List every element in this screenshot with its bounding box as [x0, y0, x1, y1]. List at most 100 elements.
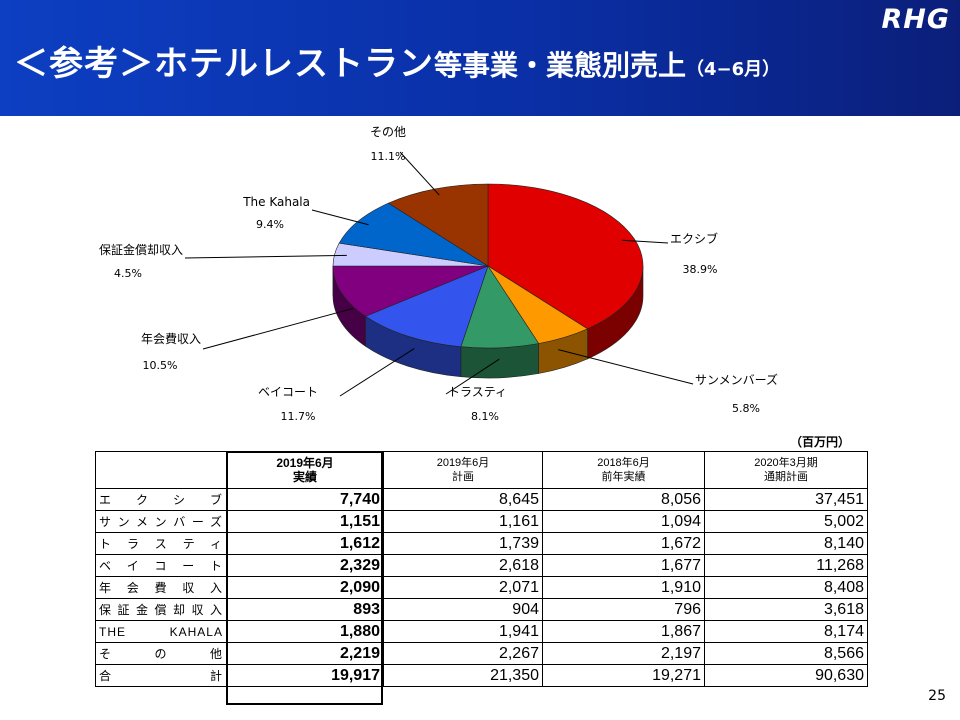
cell-value: 1,612	[226, 532, 384, 555]
row-name: 年会費収入	[95, 576, 227, 599]
cell-value: 904	[383, 598, 543, 621]
slice-label: その他	[370, 125, 406, 139]
row-name: その他	[95, 642, 227, 665]
slice-label: The Kahala	[242, 195, 310, 209]
col-header-prev-year: 2018年6月 前年実績	[542, 451, 705, 489]
cell-value: 7,740	[226, 488, 384, 511]
leader-line	[311, 209, 369, 226]
row-name: トラスティ	[95, 532, 227, 555]
cell-value: 8,408	[704, 576, 868, 599]
company-logo: RHG	[881, 4, 950, 35]
leader-line	[558, 349, 694, 385]
cell-value: 2,267	[383, 642, 543, 665]
cell-value: 1,867	[542, 620, 705, 643]
header-banner: ＜参考＞ホテルレストラン等事業・業態別売上（4−6月） RHG	[0, 0, 960, 116]
table-row: サンメンバーズ 1,151 1,161 1,094 5,002	[95, 510, 868, 533]
cell-value: 2,197	[542, 642, 705, 665]
col-header-full-year-plan: 2020年3月期 通期計画	[704, 451, 868, 489]
row-name: ベイコート	[95, 554, 227, 577]
cell-value: 2,090	[226, 576, 384, 599]
leader-line	[184, 254, 347, 259]
pie-slice-6	[338, 202, 489, 267]
table-row: 保証金償却収入 893 904 796 3,618	[95, 598, 868, 621]
page-title: ＜参考＞ホテルレストラン等事業・業態別売上（4−6月）	[14, 36, 780, 85]
slice-percent: 11.1%	[371, 150, 406, 163]
table-row: ベイコート 2,329 2,618 1,677 11,268	[95, 554, 868, 577]
sales-table: 2019年6月 実績 2019年6月 計画 2018年6月 前年実績 2020年3月期…	[95, 451, 868, 687]
table-row: 合計 19,917 21,350 19,271 90,630	[95, 664, 868, 687]
cell-value: 893	[226, 598, 384, 621]
row-name: THE KAHALA	[95, 620, 227, 643]
title-main: ＜参考＞ホテルレストラン	[14, 44, 434, 84]
pie-slice-side	[460, 343, 539, 379]
title-sub: 等事業・業態別売上	[434, 49, 687, 82]
slice-percent: 11.7%	[281, 410, 316, 423]
table-header-row: 2019年6月 実績 2019年6月 計画 2018年6月 前年実績 2020年3月期…	[95, 451, 868, 489]
leader-line	[445, 358, 500, 395]
leader-line	[339, 348, 415, 397]
cell-value: 796	[542, 598, 705, 621]
cell-value: 2,329	[226, 554, 384, 577]
cell-value: 1,677	[542, 554, 705, 577]
col-header-actual: 2019年6月 実績	[226, 451, 384, 489]
slice-label: 保証金償却収入	[99, 242, 183, 257]
cell-value: 21,350	[383, 664, 543, 687]
table-row: トラスティ 1,612 1,739 1,672 8,140	[95, 532, 868, 555]
leader-line	[202, 307, 354, 350]
cell-value: 3,618	[704, 598, 868, 621]
cell-value: 1,739	[383, 532, 543, 555]
cell-value: 11,268	[704, 554, 868, 577]
cell-value: 5,002	[704, 510, 868, 533]
pie-slice-0	[487, 183, 644, 330]
cell-value: 1,151	[226, 510, 384, 533]
cell-value: 1,910	[542, 576, 705, 599]
slice-label: サンメンバーズ	[695, 372, 778, 387]
cell-value: 1,161	[383, 510, 543, 533]
row-name: エクシブ	[95, 488, 227, 511]
table-row: その他 2,219 2,267 2,197 8,566	[95, 642, 868, 665]
cell-value: 8,645	[383, 488, 543, 511]
slice-percent: 4.5%	[114, 267, 142, 280]
slice-percent: 10.5%	[143, 359, 178, 372]
slice-percent: 5.8%	[732, 402, 760, 415]
unit-label: （百万円）	[790, 435, 851, 449]
row-name: サンメンバーズ	[95, 510, 227, 533]
cell-value: 19,271	[542, 664, 705, 687]
cell-value: 2,618	[383, 554, 543, 577]
leader-line	[621, 239, 669, 244]
leader-line	[399, 151, 440, 196]
pie-chart: エクシブ 38.9% サンメンバーズ 5.8% トラスティ 8.1% ベイコート 11.7% 年…	[99, 125, 778, 423]
slice-label: エクシブ	[670, 231, 718, 246]
cell-value: 1,094	[542, 510, 705, 533]
slice-label: トラスティ	[448, 385, 507, 399]
slice-label: ベイコート	[258, 385, 318, 399]
cell-value: 1,941	[383, 620, 543, 643]
pie-slice-7	[387, 183, 489, 267]
cell-value: 1,880	[226, 620, 384, 643]
table-row: THE KAHALA 1,880 1,941 1,867 8,174	[95, 620, 868, 643]
cell-value: 8,174	[704, 620, 868, 643]
cell-value: 8,056	[542, 488, 705, 511]
pie-slice-3	[364, 265, 489, 348]
cell-value: 19,917	[226, 664, 384, 687]
page-number: 25	[928, 688, 946, 704]
title-period: （4−6月）	[686, 59, 781, 80]
cell-value: 2,219	[226, 642, 384, 665]
table-row: 年会費収入 2,090 2,071 1,910 8,408	[95, 576, 868, 599]
pie-slice-4	[332, 265, 489, 317]
cell-value: 2,071	[383, 576, 543, 599]
slice-percent: 8.1%	[471, 410, 499, 423]
row-name: 合計	[95, 664, 227, 687]
slice-percent: 9.4%	[256, 218, 284, 231]
cell-value: 37,451	[704, 488, 868, 511]
slice-label: 年会費収入	[141, 331, 201, 346]
table-row: エクシブ 7,740 8,645 8,056 37,451	[95, 488, 868, 511]
cell-value: 8,566	[704, 642, 868, 665]
cell-value: 8,140	[704, 532, 868, 555]
col-header-plan: 2019年6月 計画	[383, 451, 543, 489]
row-name: 保証金償却収入	[95, 598, 227, 621]
slice-percent: 38.9%	[683, 263, 718, 276]
cell-value: 1,672	[542, 532, 705, 555]
header-blank	[95, 451, 227, 489]
cell-value: 90,630	[704, 664, 868, 687]
